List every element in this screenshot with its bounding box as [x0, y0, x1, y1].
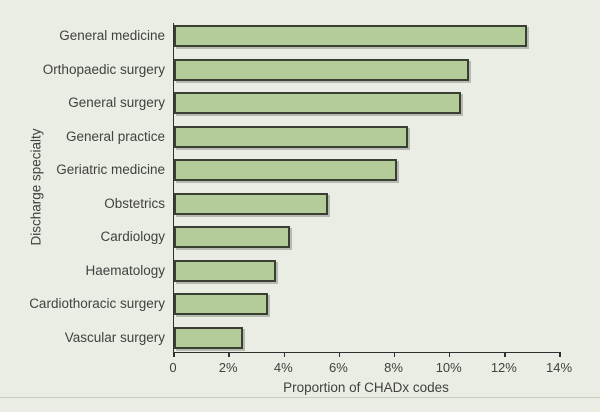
x-axis-tick	[338, 352, 341, 357]
x-axis-tick	[504, 352, 506, 357]
x-tick-label: 8%	[384, 360, 403, 375]
x-tick-label: 6%	[329, 360, 348, 375]
x-tick-label: 12%	[490, 360, 517, 375]
bar	[174, 92, 461, 115]
category-label: Haematology	[85, 262, 165, 278]
bar	[174, 226, 290, 249]
bar	[174, 259, 276, 282]
x-axis-tick	[448, 352, 451, 357]
category-label: General medicine	[59, 28, 165, 43]
category-label: Geriatric medicine	[56, 162, 165, 178]
bar	[174, 192, 329, 215]
bar	[174, 159, 398, 182]
category-label: Orthopaedic surgery	[42, 61, 165, 77]
x-tick-label: 4%	[273, 360, 293, 375]
x-axis-tick	[393, 352, 396, 357]
bottom-rule	[0, 397, 600, 398]
category-label: Obstetrics	[104, 195, 165, 211]
x-axis-tick	[283, 352, 286, 357]
x-axis-tick	[228, 352, 230, 357]
category-label: Cardiothoracic surgery	[29, 296, 165, 312]
x-tick-label: 0	[169, 360, 177, 375]
bar	[174, 293, 268, 316]
bar	[174, 25, 527, 47]
x-axis-tick	[559, 352, 561, 357]
plot-area	[173, 23, 561, 357]
bar	[174, 58, 469, 81]
x-axis-tick	[173, 352, 175, 357]
category-label: Vascular surgery	[64, 329, 165, 345]
category-label: Cardiology	[100, 229, 165, 245]
category-label: General surgery	[68, 95, 165, 111]
x-tick-label: 14%	[545, 360, 573, 375]
bar	[174, 326, 243, 349]
x-tick-label: 10%	[435, 360, 462, 375]
category-label: General practice	[65, 128, 165, 144]
x-axis-title: Proportion of CHADx codes	[283, 380, 449, 395]
x-tick-label: 2%	[218, 360, 238, 375]
bar	[174, 125, 409, 148]
